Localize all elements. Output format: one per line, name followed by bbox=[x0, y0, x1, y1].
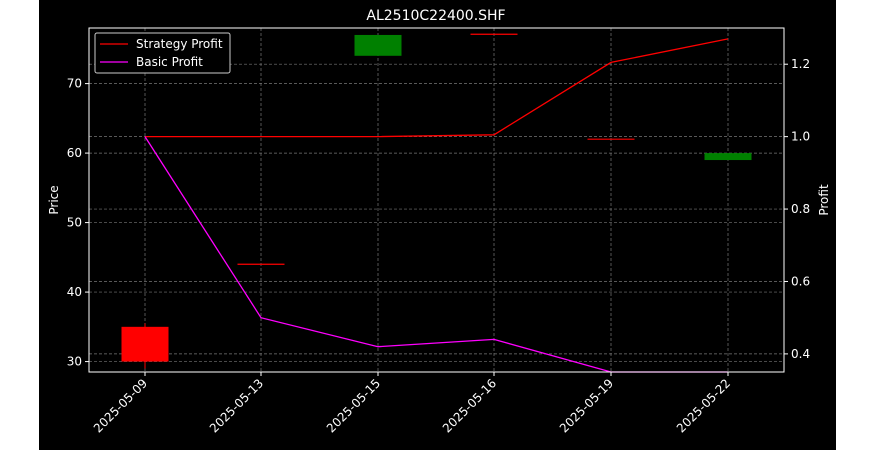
legend-box bbox=[94, 32, 231, 74]
y-tick-label-right: 1.2 bbox=[791, 57, 810, 71]
y-tick-label-right: 0.6 bbox=[791, 274, 810, 288]
grid bbox=[89, 28, 784, 372]
y-tick-label-left: 40 bbox=[67, 285, 82, 299]
y-tick-label-right: 1.0 bbox=[791, 130, 810, 144]
candle-body bbox=[121, 326, 169, 362]
legend-label-basic: Basic Profit bbox=[136, 55, 203, 69]
y-axis-left-label: Price bbox=[47, 185, 61, 214]
y-tick-label-left: 30 bbox=[67, 355, 82, 369]
y-tick-label-left: 50 bbox=[67, 216, 82, 230]
candle-body bbox=[354, 34, 402, 56]
candles bbox=[121, 33, 752, 369]
y-tick-label-left: 70 bbox=[67, 77, 82, 91]
y-axis-right-label: Profit bbox=[817, 184, 831, 216]
y-tick-label-right: 0.8 bbox=[791, 202, 810, 216]
y-tick-label-left: 60 bbox=[67, 146, 82, 160]
legend: Strategy Profit Basic Profit bbox=[94, 32, 231, 74]
plot-frame bbox=[88, 27, 785, 373]
y-tick-label-right: 0.4 bbox=[791, 347, 810, 361]
chart-title: AL2510C22400.SHF bbox=[366, 8, 505, 24]
strategy-profit-line bbox=[145, 38, 729, 138]
figure-background bbox=[39, 0, 836, 450]
legend-label-strategy: Strategy Profit bbox=[136, 37, 223, 51]
candle-body bbox=[704, 153, 752, 161]
